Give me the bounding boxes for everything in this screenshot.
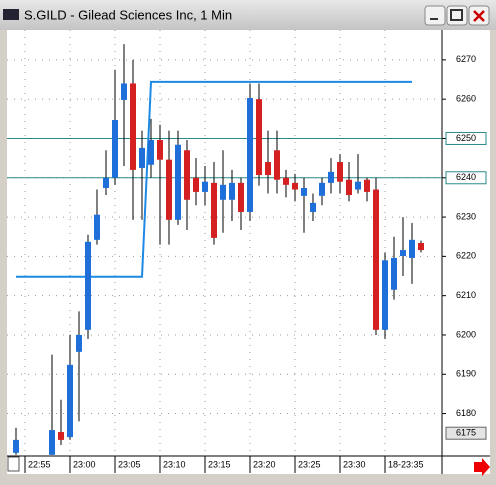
x-tick-label: 22:55 <box>28 459 51 469</box>
last-price-box <box>445 426 487 440</box>
step-line <box>16 80 412 278</box>
y-tick-label: 6260 <box>456 94 476 104</box>
candle-body <box>346 179 352 196</box>
candle-body <box>391 257 397 290</box>
minimize-button[interactable] <box>424 5 446 26</box>
time-axis <box>7 456 490 474</box>
scroll-box[interactable] <box>7 456 20 472</box>
candle-body <box>373 189 379 330</box>
y-tick-label: 6270 <box>456 54 476 64</box>
x-tick-label: 23:05 <box>118 459 141 469</box>
close-button[interactable] <box>468 5 490 26</box>
candle-body <box>319 182 325 196</box>
candle-body <box>229 182 235 200</box>
x-tick-label: 23:20 <box>253 459 276 469</box>
y-tick-label: 6210 <box>456 290 476 300</box>
candle-body <box>49 430 55 455</box>
candle-body <box>58 432 64 440</box>
y-tick-label: 6180 <box>456 408 476 418</box>
candle-body <box>409 239 415 258</box>
candle-body <box>220 184 226 200</box>
candle-body <box>94 214 100 240</box>
candle-body <box>256 99 262 176</box>
scroll-right-arrow[interactable] <box>474 458 490 476</box>
candle-body <box>85 241 91 330</box>
x-tick-label: 23:15 <box>208 459 231 469</box>
candle-body <box>283 177 289 185</box>
hline-label-box <box>445 131 487 145</box>
y-tick-label: 6250 <box>456 133 476 143</box>
plot <box>7 30 442 456</box>
candle-body <box>193 177 199 192</box>
candle-body <box>148 140 154 165</box>
title-bar <box>0 0 496 30</box>
candle-body <box>364 179 370 192</box>
candle-body <box>184 150 190 200</box>
candle-body <box>247 97 253 212</box>
y-tick-label: 6240 <box>456 172 476 182</box>
price-axis <box>442 30 490 456</box>
maximize-button[interactable] <box>446 5 468 26</box>
candle-body <box>157 140 163 160</box>
candle-body <box>139 147 145 168</box>
candle-body <box>301 187 307 196</box>
hline-label-box <box>445 171 487 185</box>
candle-body <box>166 159 172 220</box>
candle-body <box>112 119 118 178</box>
x-tick-label: 23:10 <box>163 459 186 469</box>
candle-body <box>355 181 361 190</box>
last-price-label: 6175 <box>456 428 476 438</box>
candle-body <box>382 260 388 330</box>
candle-body <box>310 202 316 212</box>
candle-body <box>211 182 217 238</box>
candle-body <box>292 182 298 190</box>
x-tick-label: 18-23:35 <box>388 459 424 469</box>
candle-body <box>238 182 244 212</box>
candle-body <box>13 439 19 453</box>
y-tick-label: 6200 <box>456 329 476 339</box>
window-title: S.GILD - Gilead Sciences Inc, 1 Min <box>24 7 232 22</box>
y-tick-label: 6220 <box>456 251 476 261</box>
candle-body <box>121 83 127 100</box>
candle-body <box>202 181 208 192</box>
candle-body <box>400 250 406 256</box>
y-tick-label: 6190 <box>456 369 476 379</box>
candle-body <box>175 144 181 220</box>
candle-body <box>265 162 271 176</box>
candle-body <box>76 334 82 352</box>
candle-body <box>328 171 334 183</box>
candle-body <box>67 364 73 438</box>
app-icon <box>3 9 19 20</box>
y-tick-label: 6230 <box>456 211 476 221</box>
x-tick-label: 23:30 <box>343 459 366 469</box>
x-tick-label: 23:00 <box>73 459 96 469</box>
candle-body <box>337 162 343 182</box>
candle-body <box>274 150 280 180</box>
x-tick-label: 23:25 <box>298 459 321 469</box>
candle-body <box>103 177 109 188</box>
candle-body <box>418 243 424 251</box>
candle-body <box>130 83 136 170</box>
